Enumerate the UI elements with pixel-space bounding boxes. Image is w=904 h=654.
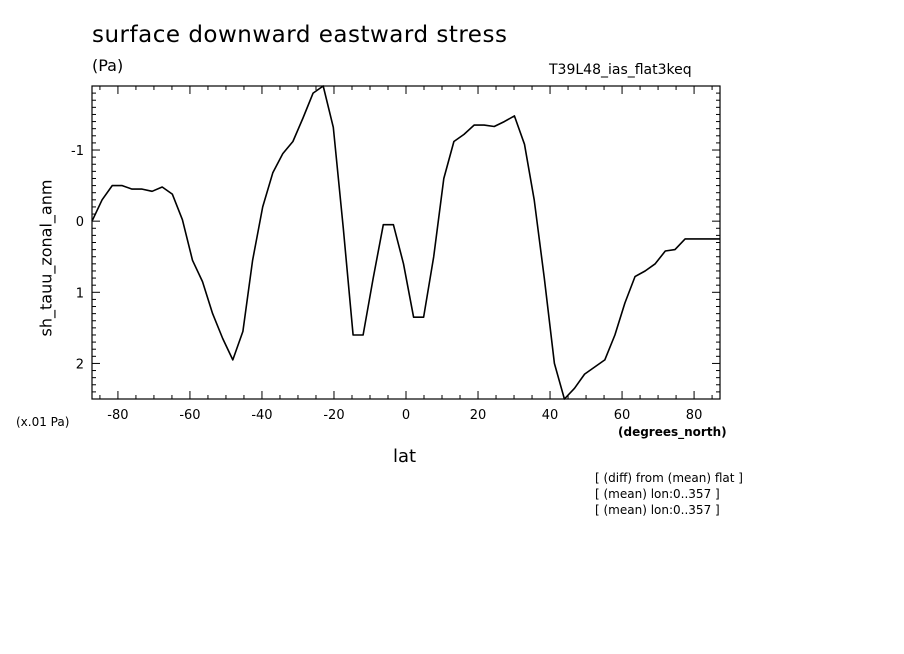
series-line: [91, 85, 720, 400]
plot-frame: [91, 85, 721, 400]
x-tick-label: 80: [686, 408, 703, 423]
x-tick-label: -40: [251, 408, 272, 423]
x-tick-label: -80: [107, 408, 128, 423]
run-label: T39L48_ias_flat3keq: [549, 62, 692, 78]
scale-label: (x.01 Pa): [16, 415, 70, 429]
annotation-note: [ (diff) from (mean) flat ]: [595, 471, 743, 485]
x-tick-label: 40: [542, 408, 559, 423]
y-tick-label: 0: [76, 215, 84, 230]
y-tick-label: 1: [76, 286, 84, 301]
x-tick-label: -60: [179, 408, 200, 423]
x-tick-label: 60: [614, 408, 631, 423]
annotation-notes: [ (diff) from (mean) flat ] [ (mean) lon…: [595, 470, 743, 518]
x-axis-units: (degrees_north): [618, 425, 727, 439]
x-tick-label: 0: [402, 408, 410, 423]
x-tick-label: -20: [323, 408, 344, 423]
chart-title: surface downward eastward stress: [92, 22, 508, 48]
y-tick-label: 2: [76, 357, 84, 372]
x-axis-label: lat: [393, 446, 417, 467]
chart-units: (Pa): [92, 56, 124, 75]
x-tick-label: 20: [470, 408, 487, 423]
annotation-note: [ (mean) lon:0..357 ]: [595, 503, 720, 517]
y-tick-label: -1: [71, 144, 84, 159]
annotation-note: [ (mean) lon:0..357 ]: [595, 487, 720, 501]
